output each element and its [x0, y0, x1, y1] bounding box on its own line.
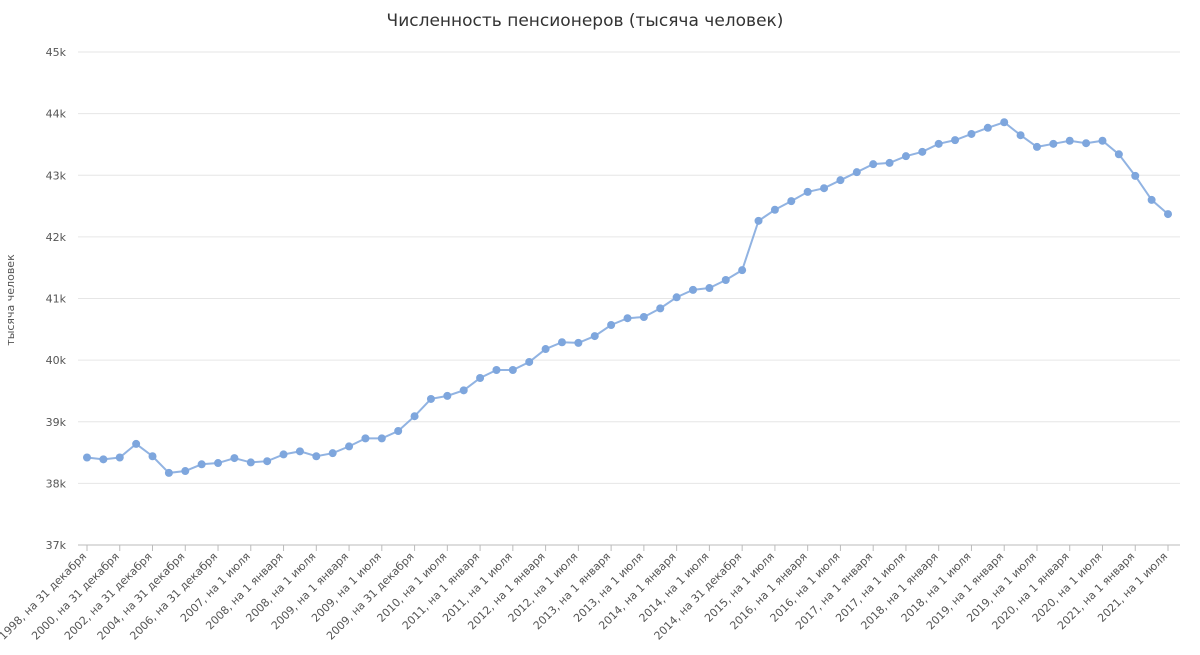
point	[836, 176, 845, 185]
point	[312, 452, 321, 461]
point	[1082, 139, 1091, 148]
y-axis-label: тысяча человек	[4, 254, 17, 346]
point	[803, 187, 812, 196]
point	[279, 450, 288, 459]
point	[443, 391, 452, 400]
point	[574, 338, 583, 347]
point	[83, 453, 91, 462]
point	[689, 285, 698, 294]
point	[394, 426, 403, 435]
point	[1000, 118, 1009, 127]
point	[1032, 142, 1041, 151]
point	[1016, 131, 1025, 140]
point	[656, 304, 665, 313]
point	[1147, 195, 1156, 204]
point	[983, 123, 992, 132]
point	[934, 139, 943, 148]
y-tick-label: 37k	[46, 539, 67, 552]
point	[508, 365, 517, 374]
y-tick-label: 42k	[46, 231, 67, 244]
point	[99, 455, 108, 464]
point	[1131, 171, 1140, 180]
point	[246, 458, 255, 467]
point	[328, 449, 337, 458]
point	[705, 284, 714, 293]
point	[738, 266, 747, 275]
point	[869, 160, 878, 169]
point	[459, 386, 468, 395]
point	[607, 320, 616, 329]
point	[1164, 210, 1172, 219]
point	[623, 314, 632, 323]
point	[672, 293, 681, 302]
point	[541, 345, 550, 354]
point	[721, 276, 730, 285]
point	[852, 168, 861, 177]
point	[214, 459, 223, 468]
point	[164, 468, 173, 477]
point	[148, 452, 157, 461]
point	[901, 152, 910, 161]
point	[132, 439, 141, 448]
y-tick-label: 40k	[46, 354, 67, 367]
point	[639, 312, 648, 321]
point	[770, 205, 779, 214]
point	[263, 457, 272, 466]
point	[557, 338, 566, 347]
chart-title: Численность пенсионеров (тысяча человек)	[387, 11, 784, 31]
point	[1098, 136, 1107, 145]
point	[476, 373, 485, 382]
point	[754, 216, 763, 225]
point	[295, 447, 304, 456]
point	[1049, 139, 1058, 148]
point	[197, 460, 206, 469]
y-tick-label: 38k	[46, 477, 67, 490]
point	[345, 442, 354, 451]
y-tick-label: 44k	[46, 108, 67, 121]
point	[525, 357, 534, 366]
point	[885, 158, 894, 167]
y-tick-label: 41k	[46, 293, 67, 306]
point	[230, 454, 239, 463]
point	[361, 434, 370, 443]
point	[377, 434, 386, 443]
point	[1114, 150, 1123, 159]
point	[918, 147, 927, 156]
point	[967, 129, 976, 138]
point	[492, 365, 501, 374]
point	[426, 394, 435, 403]
y-tick-label: 43k	[46, 169, 67, 182]
point	[115, 453, 124, 462]
point	[181, 467, 190, 476]
y-tick-label: 45k	[46, 46, 67, 59]
point	[951, 136, 960, 145]
y-tick-label: 39k	[46, 416, 67, 429]
point	[1065, 136, 1074, 145]
point	[590, 332, 599, 341]
point	[410, 412, 419, 421]
point	[787, 197, 796, 206]
point	[820, 184, 829, 193]
